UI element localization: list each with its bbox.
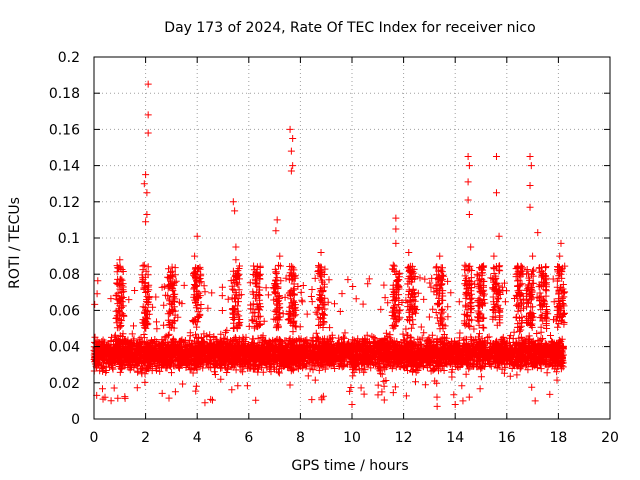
y-tick-label: 0.18 [49, 86, 80, 102]
y-tick-label: 0.02 [49, 376, 80, 392]
x-tick-label: 10 [343, 430, 361, 446]
roti-point [317, 248, 325, 256]
roti-point [465, 210, 473, 218]
chart-title: Day 173 of 2024, Rate Of TEC Index for r… [164, 20, 535, 36]
roti-point [276, 252, 284, 260]
y-tick-label: 0 [71, 412, 80, 428]
roti-point [142, 218, 150, 226]
roti-point [492, 189, 500, 197]
roti-point [144, 80, 152, 88]
roti-point [492, 153, 500, 161]
roti-point [193, 232, 201, 240]
roti-point [191, 252, 199, 260]
y-tick-label: 0.08 [49, 267, 80, 283]
roti-point [392, 214, 400, 222]
x-tick-label: 14 [446, 430, 464, 446]
roti-point [140, 180, 148, 188]
x-tick-label: 8 [296, 430, 305, 446]
roti-point [557, 239, 565, 247]
y-tick-label: 0.12 [49, 195, 80, 211]
roti-point [273, 216, 281, 224]
y-tick-label: 0.2 [58, 50, 80, 66]
roti-point [289, 134, 297, 142]
y-axis-label: ROTI / TECUs [7, 197, 23, 289]
roti-point [287, 147, 295, 155]
y-tick-label: 0.14 [49, 159, 80, 175]
roti-point [495, 232, 503, 240]
roti-point [142, 171, 150, 179]
roti-point [464, 196, 472, 204]
roti-point [144, 129, 152, 137]
y-tick-label: 0.16 [49, 122, 80, 138]
roti-point [389, 261, 397, 269]
x-tick-label: 4 [193, 430, 202, 446]
roti-point [464, 178, 472, 186]
roti-point [140, 261, 148, 269]
roti-point [286, 125, 294, 133]
roti-point [534, 229, 542, 237]
roti-point [490, 252, 498, 260]
roti-point [464, 153, 472, 161]
roti-point [526, 203, 534, 211]
roti-point [201, 399, 209, 407]
roti-point [143, 189, 151, 197]
roti-point [116, 256, 124, 264]
data-points [90, 80, 569, 410]
roti-point [436, 252, 444, 260]
y-tick-label: 0.06 [49, 303, 80, 319]
roti-point [289, 162, 297, 170]
x-tick-label: 18 [549, 430, 567, 446]
roti-point [143, 210, 151, 218]
roti-point [556, 252, 564, 260]
x-tick-label: 6 [244, 430, 253, 446]
roti-point [451, 401, 459, 409]
tick-labels: 0 2 4 6 8 10 12 14 16 18 20 0 0.02 0.04 0.06 0.08 0.1 0.1… [49, 50, 619, 446]
roti-point [529, 252, 537, 260]
roti-point [232, 243, 240, 251]
roti-point [287, 167, 295, 175]
x-tick-label: 0 [90, 430, 99, 446]
roti-point [392, 239, 400, 247]
roti-point [99, 395, 107, 403]
roti-point [557, 270, 565, 278]
x-tick-label: 2 [141, 430, 150, 446]
y-tick-label: 0.1 [58, 231, 80, 247]
roti-point [392, 225, 400, 233]
roti-point [231, 207, 239, 215]
roti-point [526, 153, 534, 161]
x-tick-label: 20 [601, 430, 619, 446]
roti-point [433, 402, 441, 410]
roti-point [272, 227, 280, 235]
roti-point [465, 162, 473, 170]
y-tick-label: 0.04 [49, 340, 80, 356]
roti-point [467, 243, 475, 251]
roti-point [531, 397, 539, 405]
roti-point [526, 182, 534, 190]
x-tick-label: 12 [395, 430, 413, 446]
roti-point [348, 401, 356, 409]
roti-point [232, 256, 240, 264]
roti-point [405, 248, 413, 256]
x-tick-label: 16 [498, 430, 516, 446]
x-axis-label: GPS time / hours [291, 458, 408, 474]
tick-marks [93, 56, 611, 420]
roti-point [459, 397, 467, 405]
roti-point-cloud [90, 261, 569, 405]
roti-point [229, 198, 237, 206]
roti-point [527, 162, 535, 170]
roti-point [144, 111, 152, 119]
